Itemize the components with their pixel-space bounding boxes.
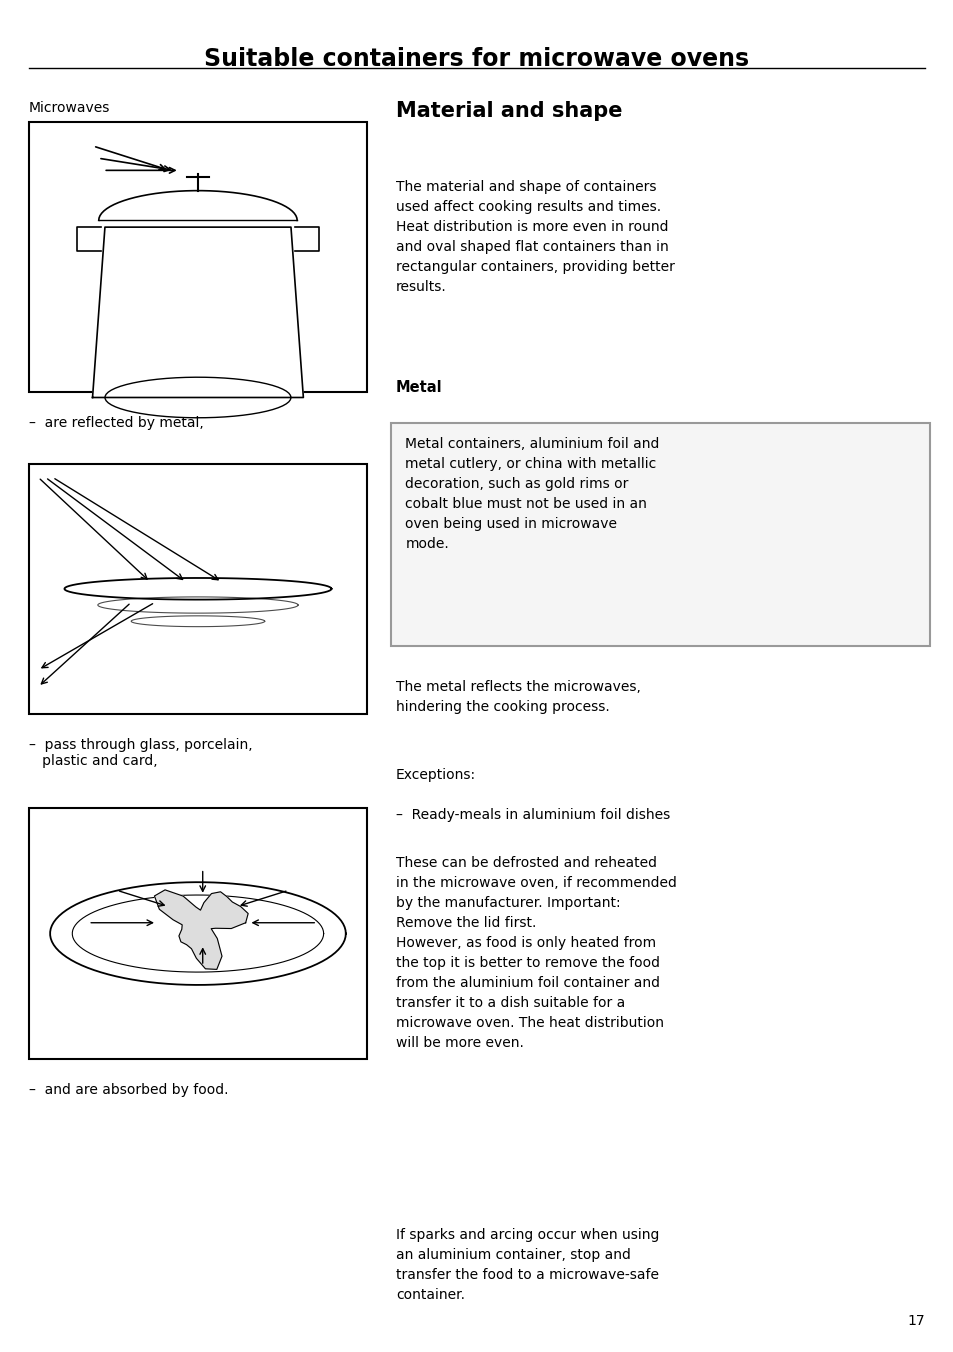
Text: The material and shape of containers
used affect cooking results and times.
Heat: The material and shape of containers use…: [395, 180, 674, 295]
Bar: [29, 464, 367, 714]
Text: Metal: Metal: [395, 380, 442, 395]
Text: If sparks and arcing occur when using
an aluminium container, stop and
transfer : If sparks and arcing occur when using an…: [395, 1228, 659, 1302]
Text: –  are reflected by metal,: – are reflected by metal,: [29, 416, 203, 430]
Bar: [29, 808, 367, 1059]
Text: Metal containers, aluminium foil and
metal cutlery, or china with metallic
decor: Metal containers, aluminium foil and met…: [405, 437, 659, 552]
Text: The metal reflects the microwaves,
hindering the cooking process.: The metal reflects the microwaves, hinde…: [395, 680, 640, 714]
Text: These can be defrosted and reheated
in the microwave oven, if recommended
by the: These can be defrosted and reheated in t…: [395, 856, 676, 1051]
Text: 17: 17: [907, 1314, 924, 1328]
Text: Exceptions:: Exceptions:: [395, 768, 476, 781]
Text: –  Ready-meals in aluminium foil dishes: – Ready-meals in aluminium foil dishes: [395, 808, 669, 822]
Bar: [29, 122, 367, 392]
Polygon shape: [154, 890, 248, 969]
Text: Material and shape: Material and shape: [395, 101, 621, 122]
Text: –  pass through glass, porcelain,
   plastic and card,: – pass through glass, porcelain, plastic…: [29, 738, 252, 768]
FancyBboxPatch shape: [391, 423, 929, 646]
Polygon shape: [92, 227, 303, 397]
Text: Microwaves: Microwaves: [29, 101, 110, 115]
Text: –  and are absorbed by food.: – and are absorbed by food.: [29, 1083, 228, 1096]
Text: Suitable containers for microwave ovens: Suitable containers for microwave ovens: [204, 47, 749, 72]
